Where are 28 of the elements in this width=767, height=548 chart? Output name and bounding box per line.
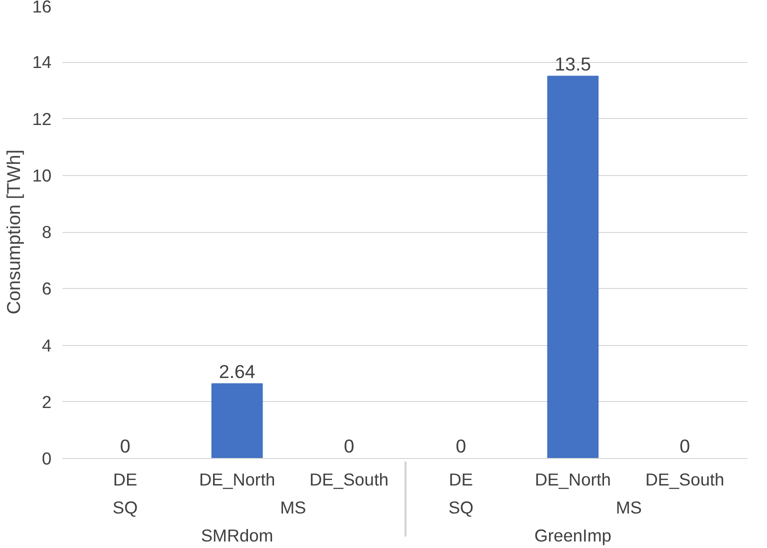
data-label: 13.5 [554,53,592,74]
data-label: 0 [344,436,354,456]
y-tick-label: 0 [42,448,52,468]
category-label: SQ [448,498,474,518]
data-label: 0 [120,436,130,456]
category-label: MS [280,498,306,518]
category-label: DE_North [199,470,276,490]
category-label: DE_South [645,470,724,490]
y-tick-label: 6 [42,278,52,299]
y-tick-label: 16 [32,0,52,16]
category-label: DE [113,470,138,490]
y-tick-label: 12 [32,108,52,129]
category-label: DE_North [534,470,611,490]
y-tick-label: 8 [42,222,52,242]
y-tick-label: 4 [42,335,52,356]
category-label: DE [448,470,474,490]
y-axis-title: Consumption [TWh] [3,150,24,314]
category-label: GreenImp [534,526,612,546]
category-label: SQ [112,498,138,518]
category-label: DE_South [310,470,389,490]
data-label: 0 [456,436,466,456]
data-label: 2.64 [218,360,256,382]
y-tick-label: 10 [32,165,52,186]
y-tick-label: 2 [42,392,52,412]
category-label: SMRdom [201,526,274,546]
data-label: 0 [680,436,690,456]
y-tick-label: 14 [32,52,52,72]
category-label: MS [616,498,642,518]
